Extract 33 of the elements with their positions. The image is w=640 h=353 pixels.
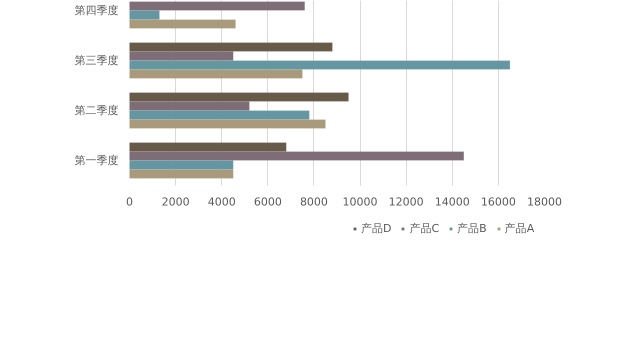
legend-label: 产品C bbox=[409, 221, 440, 236]
x-tick-label: 16000 bbox=[480, 196, 516, 208]
bar bbox=[130, 10, 160, 20]
y-tick-label: 第一季度 bbox=[74, 154, 118, 167]
legend-label: 产品B bbox=[457, 221, 487, 236]
bar bbox=[130, 70, 302, 78]
bar bbox=[130, 120, 326, 128]
x-tick-label: 14000 bbox=[434, 196, 470, 208]
x-tick-label: 0 bbox=[126, 196, 133, 208]
x-tick-label: 18000 bbox=[527, 196, 562, 208]
x-tick-label: 10000 bbox=[342, 196, 378, 208]
x-tick-label: 6000 bbox=[254, 196, 282, 208]
bar bbox=[130, 42, 332, 52]
bar bbox=[130, 110, 310, 120]
x-tick-label: 12000 bbox=[388, 196, 424, 208]
bar bbox=[130, 92, 349, 102]
x-tick-label: 8000 bbox=[300, 196, 328, 208]
bar bbox=[130, 102, 250, 110]
y-tick-label: 第三季度 bbox=[74, 54, 118, 67]
y-tick-label: 第四季度 bbox=[74, 4, 118, 17]
legend-label: 产品D bbox=[361, 221, 392, 236]
bar bbox=[130, 160, 234, 170]
bar bbox=[130, 2, 305, 10]
bar bbox=[130, 52, 234, 60]
x-tick-label: 2000 bbox=[162, 196, 190, 208]
y-tick-label: 第二季度 bbox=[74, 104, 118, 117]
bar bbox=[130, 152, 464, 160]
bar bbox=[130, 142, 286, 152]
legend-label: 产品A bbox=[504, 221, 534, 236]
x-tick-label: 4000 bbox=[208, 196, 236, 208]
bar bbox=[130, 170, 234, 178]
bar bbox=[130, 60, 510, 70]
bar bbox=[130, 20, 236, 28]
